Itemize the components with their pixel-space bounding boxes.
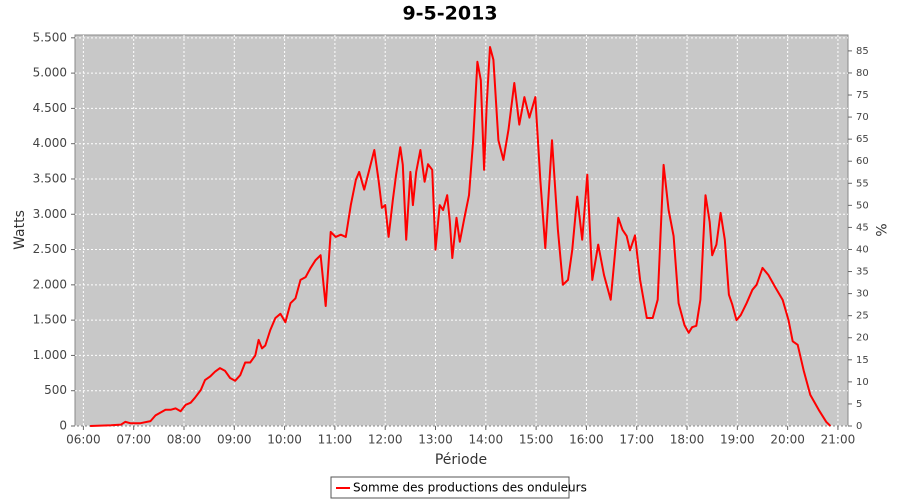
y2-tick-label: 40 — [856, 244, 869, 255]
y-tick-label: 4.000 — [33, 136, 67, 150]
y2-tick-label: 55 — [856, 178, 869, 189]
y2-tick-label: 85 — [856, 46, 869, 57]
y-tick-label: 3.500 — [33, 171, 67, 185]
y-tick-label: 2.500 — [33, 242, 67, 256]
x-tick-label: 15:00 — [519, 433, 554, 447]
y2-tick-label: 45 — [856, 222, 869, 233]
y-tick-label: 2.000 — [33, 277, 67, 291]
y-tick-label: 5.500 — [33, 30, 67, 44]
y2-tick-label: 30 — [856, 289, 869, 300]
y2-tick-label: 80 — [856, 68, 869, 79]
y2-axis-label: % — [872, 223, 888, 236]
y-tick-label: 1.500 — [33, 313, 67, 327]
y2-tick-label: 10 — [856, 377, 869, 388]
x-tick-label: 07:00 — [116, 433, 151, 447]
legend-label: Somme des productions des onduleurs — [353, 481, 587, 495]
y2-tick-label: 70 — [856, 112, 869, 123]
y2-tick-label: 35 — [856, 267, 869, 278]
x-tick-label: 09:00 — [217, 433, 252, 447]
y2-tick-label: 60 — [856, 156, 869, 167]
x-tick-label: 17:00 — [619, 433, 654, 447]
y2-tick-label: 0 — [856, 421, 862, 432]
x-tick-label: 16:00 — [569, 433, 604, 447]
y-tick-label: 4.500 — [33, 101, 67, 115]
y2-tick-label: 75 — [856, 90, 869, 101]
y-axis-label: Watts — [12, 210, 28, 250]
legend: Somme des productions des onduleurs — [330, 476, 587, 499]
y-tick-label: 0 — [59, 419, 67, 433]
legend-box — [330, 476, 570, 499]
x-tick-label: 20:00 — [770, 433, 805, 447]
x-axis-label: Période — [435, 452, 487, 468]
y-tick-label: 3.000 — [33, 207, 67, 221]
line-series — [90, 46, 832, 427]
y2-tick-label: 15 — [856, 355, 869, 366]
y2-tick-label: 20 — [856, 333, 869, 344]
y-tick-label: 1.000 — [33, 348, 67, 362]
x-tick-label: 19:00 — [720, 433, 755, 447]
x-tick-label: 21:00 — [821, 433, 856, 447]
x-tick-label: 10:00 — [267, 433, 302, 447]
y-tick-label: 500 — [44, 383, 67, 397]
y2-tick-label: 5 — [856, 399, 862, 410]
y2-tick-label: 25 — [856, 311, 869, 322]
x-tick-label: 18:00 — [670, 433, 705, 447]
x-tick-label: 11:00 — [318, 433, 353, 447]
chart-title: 9-5-2013 — [402, 3, 497, 25]
x-tick-label: 14:00 — [469, 433, 504, 447]
x-tick-label: 12:00 — [368, 433, 403, 447]
x-tick-label: 06:00 — [66, 433, 101, 447]
y2-tick-label: 65 — [856, 134, 869, 145]
y2-tick-label: 50 — [856, 200, 869, 211]
x-tick-label: 13:00 — [418, 433, 453, 447]
y-tick-label: 5.000 — [33, 66, 67, 80]
x-tick-label: 08:00 — [167, 433, 202, 447]
